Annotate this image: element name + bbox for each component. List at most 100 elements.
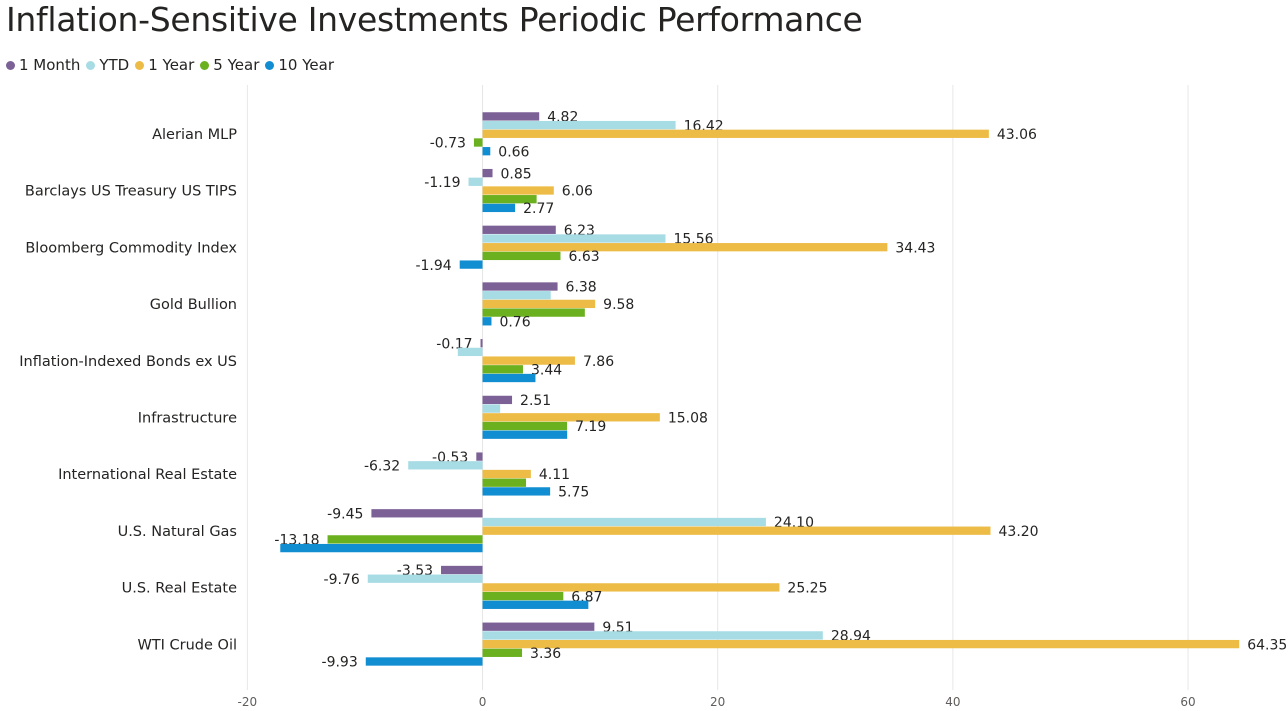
bar[interactable] [473,138,483,147]
category-label: U.S. Real Estate [122,581,237,597]
bar[interactable] [482,413,660,422]
bar[interactable] [468,177,483,186]
data-label: 43.20 [999,524,1039,540]
data-label: 0.66 [498,144,529,160]
legend-item[interactable]: 10 Year [265,56,334,74]
legend-item[interactable]: 1 Month [6,56,80,74]
bar[interactable] [482,526,991,535]
category-label: Inflation-Indexed Bonds ex US [19,354,237,370]
category-group: Bloomberg Commodity Index6.2315.5634.436… [25,223,935,274]
bar[interactable] [482,203,516,213]
data-label: 2.77 [523,201,554,217]
bar[interactable] [482,622,595,631]
legend-marker [135,60,145,70]
bar[interactable] [371,509,483,518]
bar[interactable] [482,129,989,138]
bar[interactable] [482,404,501,413]
legend-item[interactable]: YTD [86,56,129,74]
bar[interactable] [280,543,483,553]
bar[interactable] [482,234,666,243]
bar[interactable] [482,186,554,195]
category-label: Bloomberg Commodity Index [25,240,237,256]
bar[interactable] [482,112,540,121]
bar[interactable] [482,195,537,204]
bar[interactable] [476,452,483,461]
data-label: -9.45 [327,507,363,523]
data-label: 3.44 [531,363,562,379]
legend-item[interactable]: 1 Year [135,56,194,74]
bar[interactable] [482,648,523,657]
bar[interactable] [482,251,561,261]
x-tick-label: 40 [945,695,960,709]
data-label: 6.38 [566,280,597,296]
data-label: 6.63 [568,249,599,265]
data-label: 6.06 [562,184,593,200]
gridlines [246,85,1189,690]
bar[interactable] [482,583,780,592]
data-label: 7.86 [583,354,614,370]
category-label: International Real Estate [58,467,237,483]
bar[interactable] [327,535,483,544]
bar[interactable] [482,365,523,374]
category-label: U.S. Natural Gas [118,524,237,540]
data-label: 0.85 [501,166,532,182]
category-group: Infrastructure 2.51 15.08 7.19 [138,393,708,439]
bar[interactable] [482,225,556,234]
legend-marker [6,60,15,70]
bar[interactable] [482,282,558,291]
bar[interactable] [482,395,513,405]
legend-item[interactable]: 5 Year [200,56,259,74]
x-tick-label: 20 [710,695,725,709]
data-label: -9.76 [324,572,360,588]
bar[interactable] [482,469,531,479]
bar[interactable] [459,260,483,269]
data-label: 5.75 [558,485,589,501]
bar[interactable] [482,591,564,601]
legend-label: YTD [99,56,130,74]
category-label: WTI Crude Oil [137,637,237,653]
bar[interactable] [408,461,483,470]
bar[interactable] [482,487,551,496]
data-label: -0.73 [430,136,466,152]
bar[interactable] [482,631,823,640]
bar[interactable] [367,574,483,583]
bar[interactable] [482,308,585,317]
category-group: Barclays US Treasury US TIPS 0.85 -1.19 6.0… [25,166,593,217]
bar[interactable] [480,339,483,348]
bar[interactable] [482,299,596,309]
bar[interactable] [482,243,888,252]
bar[interactable] [482,430,568,439]
category-group: International Real Estate-0.53-6.324.115… [58,450,589,501]
category-group: Gold Bullion 6.38 9.58 0.76 [150,280,635,331]
bar[interactable] [365,657,483,666]
legend-label: 1 Month [19,56,81,74]
bar[interactable] [457,347,483,357]
bar[interactable] [482,639,1240,649]
data-label: -1.19 [424,175,460,191]
bar[interactable] [482,356,575,365]
data-label: 15.08 [668,411,708,427]
bar[interactable] [482,291,551,300]
data-label: -9.93 [322,655,358,671]
bar[interactable] [482,517,766,527]
legend-label: 1 Year [148,56,195,74]
bar[interactable] [482,147,491,156]
bar[interactable] [482,317,492,326]
bar[interactable] [482,168,493,178]
bar[interactable] [482,421,568,431]
bar[interactable] [482,600,589,609]
bar[interactable] [441,565,483,575]
x-tick-label: 60 [1180,695,1195,709]
bar[interactable] [482,478,527,487]
data-label: 64.35 [1247,637,1287,653]
bar[interactable] [482,120,676,130]
data-label: -1.94 [415,258,451,274]
data-label: -6.32 [364,459,400,475]
bar[interactable] [482,373,536,383]
legend-marker [86,60,96,70]
legend[interactable]: 1 Month YTD 1 Year 5 Year 10 Year [6,54,340,76]
data-label: 34.43 [895,240,935,256]
legend-marker [265,60,275,70]
